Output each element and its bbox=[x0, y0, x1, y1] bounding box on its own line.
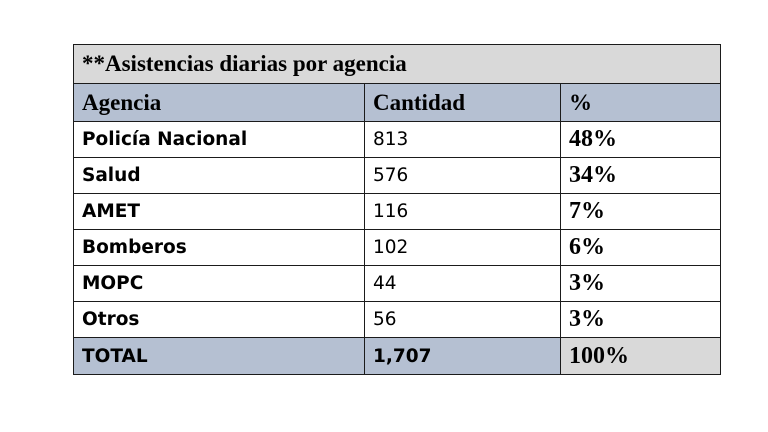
quantity-cell: 813 bbox=[364, 121, 561, 158]
quantity-cell: 116 bbox=[364, 193, 561, 230]
table-row: Otros 56 3% bbox=[73, 301, 722, 338]
quantity-cell: 576 bbox=[364, 157, 561, 194]
table-row: Bomberos 102 6% bbox=[73, 229, 722, 266]
table-row: MOPC 44 3% bbox=[73, 265, 722, 302]
total-percent-cell: 100% bbox=[559, 337, 722, 375]
percent-cell: 7% bbox=[559, 193, 722, 230]
quantity-cell: 56 bbox=[364, 301, 561, 338]
table-total-row: TOTAL 1,707 100% bbox=[73, 337, 722, 375]
table-row: AMET 116 7% bbox=[73, 193, 722, 230]
agency-cell: AMET bbox=[73, 193, 365, 230]
agency-cell: Salud bbox=[73, 157, 365, 194]
header-quantity: Cantidad bbox=[364, 83, 561, 122]
agency-cell: Otros bbox=[73, 301, 365, 338]
quantity-cell: 44 bbox=[364, 265, 561, 302]
percent-cell: 6% bbox=[559, 229, 722, 266]
header-agency: Agencia bbox=[73, 83, 365, 122]
agency-assistance-table: **Asistencias diarias por agencia Agenci… bbox=[72, 44, 722, 375]
quantity-cell: 102 bbox=[364, 229, 561, 266]
table-row: Salud 576 34% bbox=[73, 157, 722, 194]
percent-cell: 48% bbox=[559, 121, 722, 158]
agency-cell: MOPC bbox=[73, 265, 365, 302]
agency-cell: Bomberos bbox=[73, 229, 365, 266]
table-title-row: **Asistencias diarias por agencia bbox=[72, 44, 722, 84]
agency-cell: Policía Nacional bbox=[73, 121, 365, 158]
total-quantity-cell: 1,707 bbox=[364, 337, 561, 375]
percent-cell: 34% bbox=[559, 157, 722, 194]
table-title: **Asistencias diarias por agencia bbox=[72, 44, 722, 84]
total-label-cell: TOTAL bbox=[73, 337, 365, 375]
table-header-row: Agencia Cantidad % bbox=[73, 83, 722, 122]
header-percent: % bbox=[559, 83, 722, 122]
percent-cell: 3% bbox=[559, 301, 722, 338]
table-row: Policía Nacional 813 48% bbox=[73, 121, 722, 158]
percent-cell: 3% bbox=[559, 265, 722, 302]
